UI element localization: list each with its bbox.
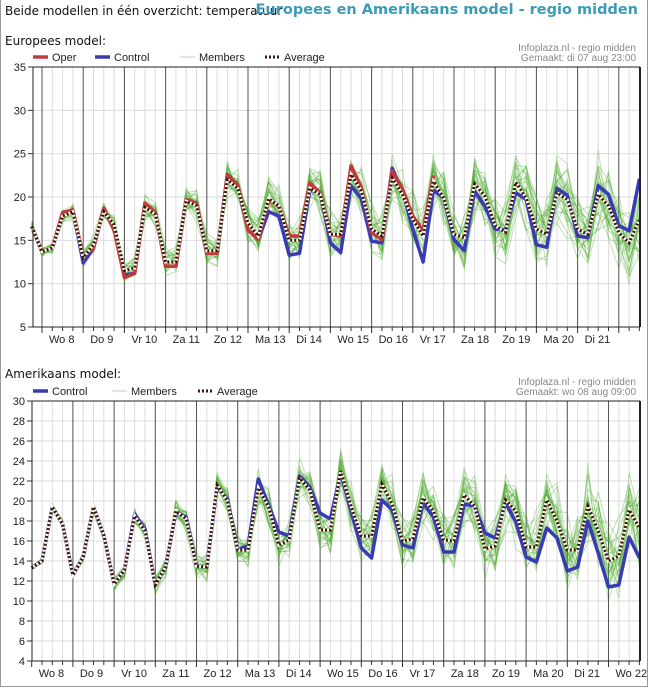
x-day-label: Ma 20 bbox=[533, 668, 564, 680]
y-tick-label: 25 bbox=[14, 149, 26, 161]
x-day-label: Vr 17 bbox=[420, 334, 446, 346]
average-line-bg bbox=[30, 470, 641, 590]
y-tick-label: 30 bbox=[13, 396, 25, 408]
x-day-label: Zo 12 bbox=[214, 334, 242, 346]
x-day-label: Ma 13 bbox=[255, 334, 286, 346]
member-line bbox=[31, 169, 640, 268]
chart-0: 5 10 15 20 25 30 35 Wo 8 Do 9 Vr 10 Za 11 Zo 12 Ma 1… bbox=[14, 43, 642, 346]
y-tick-label: 24 bbox=[13, 456, 25, 468]
legend-label-control: Control bbox=[52, 386, 87, 398]
y-tick-label: 8 bbox=[19, 616, 25, 628]
member-line bbox=[31, 167, 640, 272]
x-day-label: Za 11 bbox=[173, 334, 200, 346]
x-day-label: Za 18 bbox=[461, 334, 489, 346]
y-tick-label: 22 bbox=[13, 476, 25, 488]
x-day-label: Di 14 bbox=[286, 668, 312, 680]
american-model-title: Amerikaans model: bbox=[5, 367, 122, 381]
x-day-label: Vr 17 bbox=[410, 668, 436, 680]
x-day-label: Do 9 bbox=[90, 334, 113, 346]
x-day-label: Zo 19 bbox=[502, 334, 530, 346]
member-line bbox=[31, 165, 640, 283]
legend-label-control: Control bbox=[114, 52, 149, 64]
x-day-label: Wo 8 bbox=[49, 334, 74, 346]
y-tick-label: 35 bbox=[14, 62, 26, 74]
member-line bbox=[31, 165, 640, 270]
x-day-label: Ma 13 bbox=[245, 668, 276, 680]
legend-label-average: Average bbox=[284, 52, 325, 64]
x-day-label: Za 18 bbox=[451, 668, 479, 680]
member-line bbox=[31, 159, 640, 265]
y-tick-label: 4 bbox=[19, 656, 25, 668]
y-tick-label: 5 bbox=[20, 322, 26, 334]
y-tick-label: 30 bbox=[14, 105, 26, 117]
x-day-label: Vr 10 bbox=[131, 334, 157, 346]
y-tick-label: 10 bbox=[13, 596, 25, 608]
x-day-label: Wo 22 bbox=[616, 668, 648, 680]
x-day-label: Za 11 bbox=[162, 668, 189, 680]
x-day-label: Wo 8 bbox=[39, 668, 64, 680]
legend-label-oper: Oper bbox=[52, 52, 77, 64]
page-title: Beide modellen in één overzicht: tempera… bbox=[5, 4, 283, 18]
y-tick-label: 12 bbox=[13, 576, 25, 588]
y-tick-label: 26 bbox=[13, 436, 25, 448]
y-tick-label: 15 bbox=[14, 235, 26, 247]
x-day-label: Ma 20 bbox=[543, 334, 574, 346]
y-tick-label: 18 bbox=[13, 516, 25, 528]
x-day-label: Do 16 bbox=[368, 668, 397, 680]
source-label: Infoplaza.nl - regio midden bbox=[518, 377, 636, 388]
legend-label-average: Average bbox=[217, 386, 258, 398]
x-day-label: Di 14 bbox=[296, 334, 322, 346]
x-day-label: Di 21 bbox=[585, 334, 611, 346]
x-day-label: Wo 15 bbox=[327, 668, 359, 680]
x-day-label: Do 9 bbox=[80, 668, 103, 680]
x-day-label: Wo 15 bbox=[337, 334, 369, 346]
y-tick-label: 14 bbox=[13, 556, 25, 568]
member-line bbox=[31, 161, 640, 281]
x-day-label: Zo 19 bbox=[492, 668, 520, 680]
member-line bbox=[31, 169, 640, 278]
average-line bbox=[30, 170, 641, 273]
x-day-label: Vr 10 bbox=[121, 668, 147, 680]
made-timestamp: Gemaakt: di 07 aug 23:00 bbox=[521, 53, 637, 64]
european-model-title: Europees model: bbox=[5, 34, 107, 48]
x-day-label: Zo 12 bbox=[204, 668, 232, 680]
member-line bbox=[31, 161, 640, 270]
y-tick-label: 10 bbox=[14, 279, 26, 291]
made-timestamp: Gemaakt: wo 08 aug 09:00 bbox=[516, 387, 637, 398]
x-day-label: Do 16 bbox=[379, 334, 408, 346]
x-day-label: Di 21 bbox=[574, 668, 600, 680]
member-line bbox=[31, 167, 640, 278]
y-tick-label: 20 bbox=[13, 496, 25, 508]
member-line bbox=[31, 155, 640, 281]
y-tick-label: 20 bbox=[14, 192, 26, 204]
source-label: Infoplaza.nl - regio midden bbox=[518, 43, 636, 54]
legend-label-members: Members bbox=[199, 52, 245, 64]
chart-1: 4 6 8 10 12 14 16 18 20 22 24 26 28 30 Wo 8 Do 9 Vr 10 Za… bbox=[13, 377, 647, 680]
y-tick-label: 6 bbox=[19, 636, 25, 648]
legend-label-members: Members bbox=[131, 386, 177, 398]
y-tick-label: 16 bbox=[13, 536, 25, 548]
y-tick-label: 28 bbox=[13, 416, 25, 428]
region-title: Europees en Amerikaans model - regio mid… bbox=[255, 2, 638, 18]
